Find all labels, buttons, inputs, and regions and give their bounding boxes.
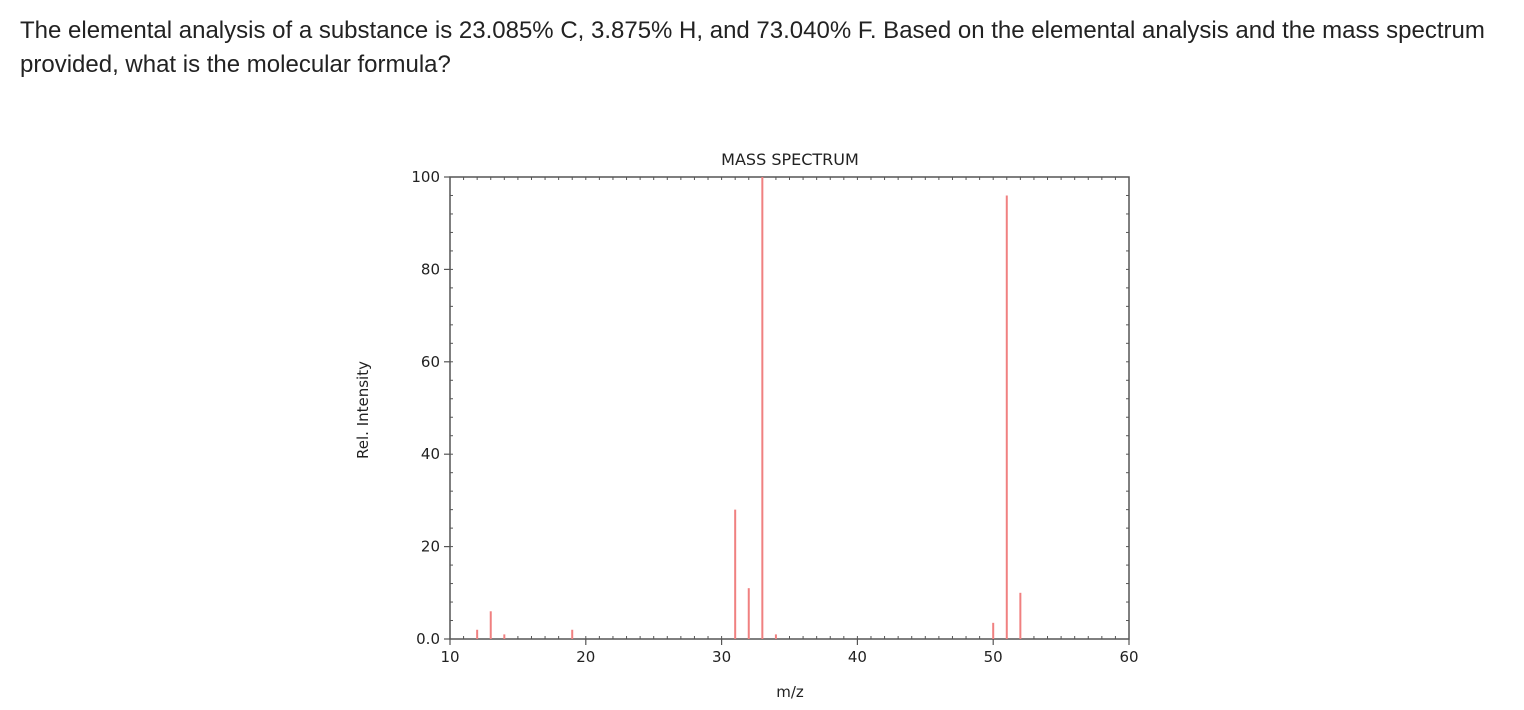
plot-frame (449, 176, 1130, 640)
y-axis-label: Rel. Intensity (354, 361, 372, 459)
x-axis: 10 20 30 40 50 60 (440, 639, 1139, 666)
minor-ticks (449, 176, 1130, 640)
y-tick-label: 20 (421, 538, 440, 556)
y-tick-label: 80 (421, 260, 440, 278)
peaks (476, 177, 1022, 639)
x-tick-label: 10 (440, 648, 459, 666)
chart-title: MASS SPECTRUM (721, 150, 859, 169)
x-tick-label: 30 (712, 648, 731, 666)
y-axis: 0.0 20 40 60 80 100 (411, 168, 450, 648)
y-tick-label: 0.0 (416, 630, 440, 648)
x-tick-label: 50 (984, 648, 1003, 666)
x-tick-label: 40 (848, 648, 867, 666)
x-tick-label: 20 (576, 648, 595, 666)
y-tick-label: 100 (411, 168, 440, 186)
x-axis-label: m/z (776, 683, 804, 701)
question-text: The elemental analysis of a substance is… (20, 17, 1485, 78)
y-tick-label: 60 (421, 353, 440, 371)
y-tick-label: 40 (421, 445, 440, 463)
x-tick-label: 60 (1119, 648, 1138, 666)
